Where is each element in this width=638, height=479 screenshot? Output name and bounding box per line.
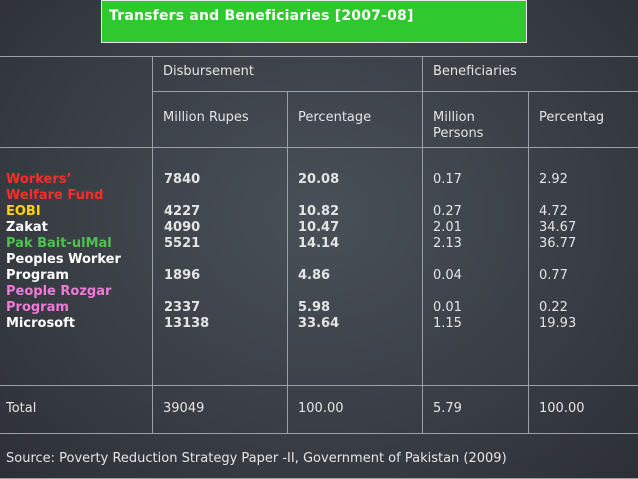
table-cell-bpct: 2.92 — [539, 172, 568, 187]
header-beneficiaries: Beneficiaries — [433, 64, 517, 79]
header-disbursement: Disbursement — [163, 64, 254, 79]
table-cell-rupes: 13138 — [164, 316, 210, 331]
table-cell-persons: 2.01 — [433, 220, 462, 235]
program-label: Welfare Fund — [6, 188, 104, 203]
program-label: Workers’ — [6, 172, 72, 187]
table-cell-rupes: 2337 — [164, 300, 201, 315]
table-cell-pct: 33.64 — [298, 316, 340, 331]
table-cell-bpct: 36.77 — [539, 236, 577, 251]
title-box: Transfers and Beneficiaries [2007-08] — [101, 0, 527, 43]
table-cell-rupes: 1896 — [164, 268, 201, 283]
table-rule — [0, 433, 638, 434]
table-cell-persons: 0.01 — [433, 300, 462, 315]
table-cell-persons: 1.15 — [433, 316, 462, 331]
table-cell-rupes: 4227 — [164, 204, 201, 219]
table-cell-rupes: 5521 — [164, 236, 201, 251]
page-title: Transfers and Beneficiaries [2007-08] — [109, 8, 414, 24]
program-labels: Workers’ Welfare Fund EOBI Zakat Pak Bait-ul… — [6, 172, 121, 332]
program-label: Peoples Worker — [6, 252, 121, 267]
table-cell-pct: 5.98 — [298, 300, 331, 315]
table-cell-rupes: 4090 — [164, 220, 201, 235]
table-rule — [0, 56, 638, 57]
table-rule — [152, 91, 638, 92]
table-cell-persons: 0.17 — [433, 172, 462, 187]
table-cell-bpct: 34.67 — [539, 220, 577, 235]
table-cell-bpct: 0.22 — [539, 300, 568, 315]
total-label: Total — [6, 401, 37, 416]
table-rule — [152, 56, 153, 433]
header-million-persons: Million Persons — [433, 110, 484, 141]
total-percentage: 100.00 — [298, 401, 344, 416]
data-table: Disbursement Beneficiaries Million Rupes… — [0, 56, 638, 479]
table-cell-pct: 10.82 — [298, 204, 340, 219]
table-cell-pct: 4.86 — [298, 268, 331, 283]
program-label: Pak Bait-ulMal — [6, 236, 112, 251]
table-cell-pct: 20.08 — [298, 172, 340, 187]
program-label: EOBI — [6, 204, 41, 219]
source-note: Source: Poverty Reduction Strategy Paper… — [6, 451, 507, 466]
table-cell-bpct: 0.77 — [539, 268, 568, 283]
table-cell-bpct: 19.93 — [539, 316, 577, 331]
program-label: Microsoft — [6, 316, 75, 331]
table-cell-rupes: 7840 — [164, 172, 201, 187]
table-cell-persons: 0.27 — [433, 204, 462, 219]
total-million-rupes: 39049 — [163, 401, 205, 416]
program-label: Zakat — [6, 220, 48, 235]
table-rule — [422, 56, 423, 433]
table-cell-bpct: 4.72 — [539, 204, 568, 219]
program-label: Program — [6, 300, 69, 315]
program-label: People Rozgar — [6, 284, 112, 299]
header-million-rupes: Million Rupes — [163, 110, 249, 125]
table-cell-pct: 14.14 — [298, 236, 340, 251]
table-rule — [287, 91, 288, 433]
header-percentage: Percentage — [298, 110, 372, 125]
header-percentag: Percentag — [539, 110, 605, 125]
table-rule — [0, 147, 638, 148]
table-rule — [528, 91, 529, 433]
total-million-persons: 5.79 — [433, 401, 462, 416]
table-rule — [0, 385, 638, 386]
table-cell-persons: 2.13 — [433, 236, 462, 251]
total-beneficiary-percentage: 100.00 — [539, 401, 585, 416]
program-label: Program — [6, 268, 69, 283]
table-cell-persons: 0.04 — [433, 268, 462, 283]
table-cell-pct: 10.47 — [298, 220, 340, 235]
